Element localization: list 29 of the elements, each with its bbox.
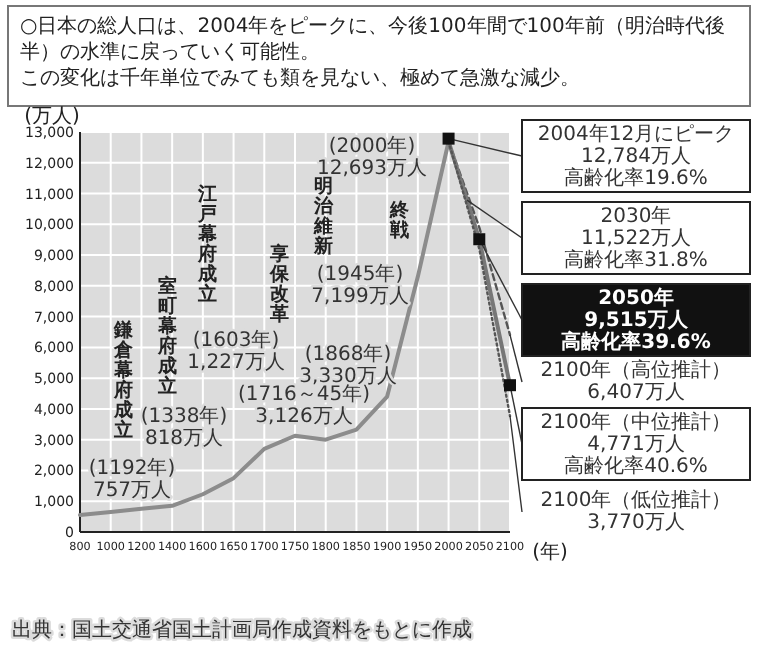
annotation: (1945年) 7,199万人 (311, 262, 409, 308)
text: 高齢化率19.6% (564, 166, 708, 190)
chart-title: ○日本の総人口は、2004年をピークに、今後100年間で100年前（明治時代後半）の水準に戻っていく可能性。 (20, 14, 725, 64)
annotation: (1716～45年) 3,126万人 (238, 382, 371, 428)
annotation: 室町幕府成立 (156, 274, 180, 398)
annotation: 享保改革 (268, 242, 292, 326)
text: 高齢化率31.8% (564, 248, 708, 272)
text: 高齢化率40.6% (564, 454, 708, 478)
annotation: 2100年（中位推計） 4,771万人 (540, 410, 732, 456)
text: 2050年 9,515万人 (584, 286, 690, 332)
annotation: 終戦 (388, 198, 412, 242)
annotation: 明治維新 (312, 174, 336, 258)
chart-subtitle: この変化は千年単位でみても類を見ない、極めて急激な減少。 (20, 66, 580, 90)
annotation: (1192年) 757万人 (88, 456, 176, 502)
x-axis-title: (年) (532, 540, 568, 564)
annotation: 2004年12月にピーク 12,784万人 (537, 122, 735, 168)
annotation: 2100年（高位推計） 6,407万人 (540, 358, 732, 404)
annotation: (1338年) 818万人 (140, 404, 228, 450)
annotation: (1868年) 3,330万人 (299, 342, 397, 388)
annotation: 鎌倉幕府成立 (112, 318, 136, 442)
annotation: 江戸幕府成立 (196, 182, 220, 306)
annotation: 2100年（低位推計） 3,770万人 (540, 488, 732, 534)
annotation: (1603年) 1,227万人 (187, 328, 285, 374)
annotation: (2000年) 12,693万人 (317, 134, 427, 180)
text: 高齢化率39.6% (561, 330, 711, 354)
y-axis-title: (万人) (24, 106, 80, 128)
title-box: ○日本の総人口は、2004年をピークに、今後100年間で100年前（明治時代後半）の水準に戻っていく可能性。 この変化は千年単位でみても類を見ない、極めて急激な減少。 (7, 5, 751, 107)
text: 2030年 11,522万人 (581, 204, 691, 250)
source-note: 出典：国土交通省国土計画局作成資料をもとに作成 (12, 618, 472, 642)
